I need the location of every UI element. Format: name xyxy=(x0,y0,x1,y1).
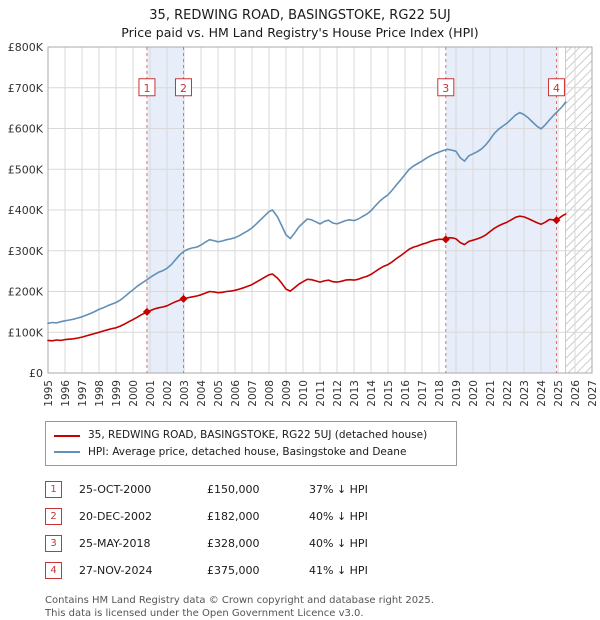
svg-text:2020: 2020 xyxy=(468,380,480,407)
svg-text:2027: 2027 xyxy=(587,380,599,407)
svg-text:2003: 2003 xyxy=(179,380,191,407)
legend-row-property: 35, REDWING ROAD, BASINGSTOKE, RG22 5UJ … xyxy=(54,427,448,443)
legend-label-property: 35, REDWING ROAD, BASINGSTOKE, RG22 5UJ … xyxy=(88,429,428,442)
sale-number-badge: 4 xyxy=(45,561,62,579)
svg-text:1995: 1995 xyxy=(43,380,55,407)
svg-text:2009: 2009 xyxy=(281,380,293,407)
svg-text:2015: 2015 xyxy=(383,380,395,407)
svg-text:2012: 2012 xyxy=(332,380,344,407)
table-row: 1 25-OCT-2000 £150,000 37% ↓ HPI xyxy=(45,476,600,503)
svg-text:2010: 2010 xyxy=(298,380,310,407)
page-subtitle: Price paid vs. HM Land Registry's House … xyxy=(121,24,479,40)
svg-text:2024: 2024 xyxy=(536,380,548,407)
sale-hpi-delta: 40% ↓ HPI xyxy=(309,509,368,523)
svg-text:2014: 2014 xyxy=(366,380,378,407)
license-footer: Contains HM Land Registry data © Crown c… xyxy=(45,594,600,620)
sales-table: 1 25-OCT-2000 £150,000 37% ↓ HPI 2 20-DE… xyxy=(45,476,600,584)
svg-text:2011: 2011 xyxy=(315,380,327,407)
svg-text:2016: 2016 xyxy=(400,380,412,407)
sale-date: 20-DEC-2002 xyxy=(79,509,153,523)
sale-number-badge: 3 xyxy=(45,534,62,552)
svg-text:2: 2 xyxy=(180,82,187,95)
svg-text:2007: 2007 xyxy=(247,380,259,407)
svg-text:4: 4 xyxy=(553,82,560,95)
sale-date: 25-MAY-2018 xyxy=(79,536,151,550)
svg-text:2006: 2006 xyxy=(230,380,242,407)
table-row: 2 20-DEC-2002 £182,000 40% ↓ HPI xyxy=(45,503,600,530)
chart-legend: 35, REDWING ROAD, BASINGSTOKE, RG22 5UJ … xyxy=(45,421,457,466)
svg-text:2008: 2008 xyxy=(264,380,276,407)
sale-hpi-delta: 40% ↓ HPI xyxy=(309,536,368,550)
svg-text:2021: 2021 xyxy=(485,380,497,407)
svg-text:1: 1 xyxy=(143,82,150,95)
sale-price: £328,000 xyxy=(207,536,260,550)
sale-number-badge: 2 xyxy=(45,507,62,525)
svg-text:2019: 2019 xyxy=(451,380,463,407)
svg-text:£400K: £400K xyxy=(8,204,44,217)
svg-text:1999: 1999 xyxy=(111,380,123,407)
legend-label-hpi: HPI: Average price, detached house, Basi… xyxy=(88,445,407,458)
chart-header: 35, REDWING ROAD, BASINGSTOKE, RG22 5UJ … xyxy=(0,0,600,41)
svg-text:1998: 1998 xyxy=(94,380,106,407)
sale-date: 27-NOV-2024 xyxy=(79,563,153,577)
svg-text:2023: 2023 xyxy=(519,380,531,407)
svg-text:2005: 2005 xyxy=(213,380,225,407)
footer-line-2: This data is licensed under the Open Gov… xyxy=(45,607,364,619)
svg-text:2018: 2018 xyxy=(434,380,446,407)
svg-text:1997: 1997 xyxy=(77,380,89,407)
svg-text:£200K: £200K xyxy=(8,286,44,299)
svg-text:£300K: £300K xyxy=(8,245,44,258)
svg-text:2002: 2002 xyxy=(162,380,174,407)
svg-text:£800K: £800K xyxy=(8,41,44,54)
footer-line-1: Contains HM Land Registry data © Crown c… xyxy=(45,594,434,606)
sale-hpi-delta: 37% ↓ HPI xyxy=(309,482,368,496)
svg-text:2025: 2025 xyxy=(553,380,565,407)
sale-price: £182,000 xyxy=(207,509,260,523)
svg-text:£600K: £600K xyxy=(8,123,44,136)
sale-number-badge: 1 xyxy=(45,480,62,498)
svg-text:2000: 2000 xyxy=(128,380,140,407)
price-chart: £0 £100K £200K £300K £400K £500K £600K £700K £80… xyxy=(8,41,599,407)
svg-text:2026: 2026 xyxy=(570,380,582,407)
sale-hpi-delta: 41% ↓ HPI xyxy=(309,563,368,577)
svg-text:£100K: £100K xyxy=(8,327,44,340)
svg-text:1996: 1996 xyxy=(60,380,72,407)
svg-text:2017: 2017 xyxy=(417,380,429,407)
svg-text:£0: £0 xyxy=(29,367,43,380)
svg-text:2013: 2013 xyxy=(349,380,361,407)
table-row: 4 27-NOV-2024 £375,000 41% ↓ HPI xyxy=(45,557,600,584)
legend-row-hpi: HPI: Average price, detached house, Basi… xyxy=(54,444,448,460)
red-line-swatch xyxy=(54,434,80,437)
svg-text:2001: 2001 xyxy=(145,380,157,407)
sale-price: £375,000 xyxy=(207,563,260,577)
svg-text:£500K: £500K xyxy=(8,164,44,177)
sale-price: £150,000 xyxy=(207,482,260,496)
table-row: 3 25-MAY-2018 £328,000 40% ↓ HPI xyxy=(45,530,600,557)
svg-text:£700K: £700K xyxy=(8,82,44,95)
page-title: 35, REDWING ROAD, BASINGSTOKE, RG22 5UJ xyxy=(149,8,451,23)
sale-date: 25-OCT-2000 xyxy=(79,482,152,496)
svg-text:2022: 2022 xyxy=(502,380,514,407)
svg-text:2004: 2004 xyxy=(196,380,208,407)
svg-text:3: 3 xyxy=(442,82,449,95)
hpi-line-swatch xyxy=(54,450,80,453)
